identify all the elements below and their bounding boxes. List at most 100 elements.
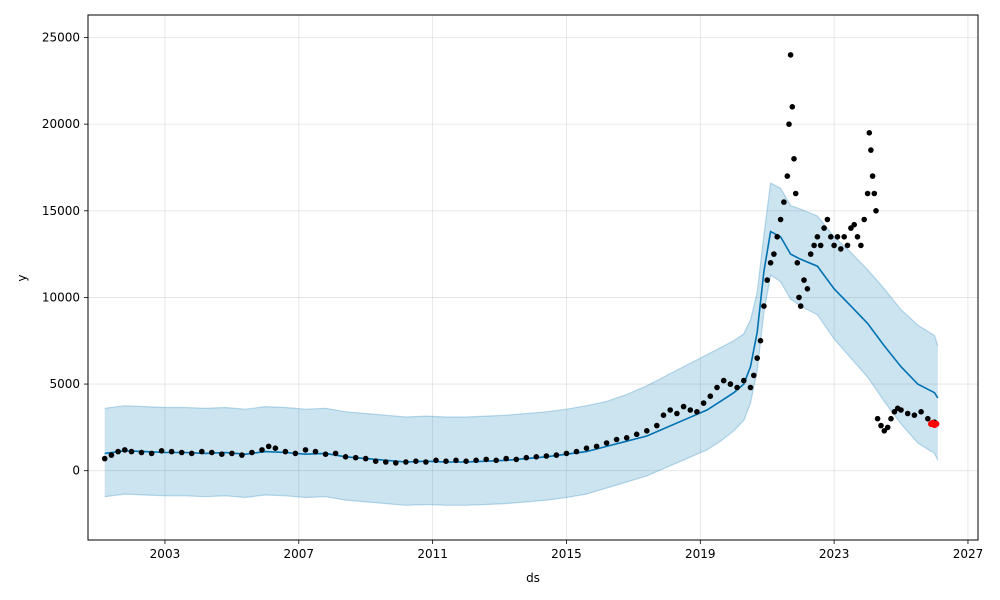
observed-point — [403, 459, 409, 465]
observed-point — [593, 443, 600, 450]
observed-point — [493, 457, 500, 464]
y-tick-label: 20000 — [42, 117, 80, 131]
y-tick-label: 5000 — [49, 377, 80, 391]
observed-point — [674, 410, 680, 417]
observed-point — [209, 449, 215, 456]
observed-point — [761, 303, 767, 309]
observed-point — [871, 190, 878, 197]
observed-point — [553, 452, 560, 458]
observed-point — [613, 436, 620, 443]
observed-point — [383, 459, 389, 465]
observed-point — [122, 447, 128, 453]
observed-point — [858, 242, 864, 249]
observed-point — [868, 147, 874, 153]
observed-point — [786, 121, 792, 127]
observed-point — [784, 173, 791, 179]
observed-point — [443, 458, 449, 465]
observed-point — [884, 424, 891, 431]
observed-point — [680, 403, 687, 410]
observed-point — [794, 260, 801, 266]
observed-point — [473, 457, 479, 464]
observed-point — [774, 234, 780, 240]
observed-point — [168, 448, 175, 455]
observed-point — [747, 384, 754, 391]
observed-point — [199, 448, 205, 455]
observed-point — [654, 422, 660, 429]
observed-point — [720, 377, 727, 384]
observed-point — [824, 216, 831, 223]
observed-point — [828, 234, 834, 240]
observed-point — [811, 242, 817, 249]
band-upper-edge — [104, 182, 939, 418]
observed-point — [918, 409, 924, 415]
observed-point — [272, 445, 279, 452]
observed-point — [904, 410, 911, 417]
observed-point — [888, 415, 894, 422]
observed-point — [302, 447, 309, 453]
uncertainty-band — [104, 182, 939, 506]
observed-point — [864, 190, 871, 197]
observed-point — [873, 208, 879, 214]
y-axis-ticks: 0 5000 10000 15000 20000 25000 — [42, 31, 88, 478]
observed-point — [332, 450, 339, 457]
x-axis-label: ds — [526, 571, 540, 585]
observed-point — [423, 459, 429, 465]
observed-point — [633, 431, 640, 438]
uncertainty-band-area — [104, 183, 938, 506]
observed-point — [108, 452, 115, 458]
observed-point — [342, 454, 349, 460]
observed-point — [834, 234, 841, 240]
observed-point — [734, 384, 740, 391]
observed-points-group — [101, 52, 938, 466]
observed-point — [483, 456, 490, 463]
observed-point — [771, 251, 777, 257]
y-tick-label: 15000 — [42, 204, 80, 218]
observed-point — [115, 448, 121, 455]
observed-point — [804, 286, 811, 292]
observed-point — [814, 234, 821, 240]
observed-point — [891, 409, 898, 415]
observed-point — [413, 458, 419, 465]
observed-point — [807, 251, 814, 257]
observed-point — [781, 199, 787, 205]
band-lower-edge — [104, 273, 939, 506]
observed-point — [282, 448, 289, 455]
x-tick-label: 2011 — [417, 547, 448, 561]
observed-point — [523, 454, 530, 461]
observed-point — [138, 449, 145, 456]
observed-point — [727, 381, 734, 387]
observed-point — [898, 407, 904, 413]
y-axis-label: y — [15, 274, 29, 281]
observed-point — [801, 277, 807, 283]
observed-point — [101, 455, 108, 462]
observed-point — [797, 303, 804, 309]
observed-point — [239, 452, 245, 458]
observed-point — [792, 190, 799, 197]
observed-point — [667, 407, 673, 413]
observed-point — [563, 450, 570, 457]
observed-point — [352, 454, 359, 461]
observed-point — [789, 104, 796, 110]
grid-lines — [88, 15, 978, 540]
observed-point — [714, 384, 720, 391]
observed-point — [660, 412, 667, 419]
plot-frame-background — [88, 15, 978, 540]
observed-point — [694, 409, 700, 415]
observed-point — [543, 453, 550, 459]
observed-point — [881, 428, 888, 434]
observed-point — [453, 457, 459, 464]
observed-point — [362, 455, 369, 462]
observed-point — [623, 435, 630, 441]
observed-point — [925, 415, 931, 422]
observed-point — [838, 246, 844, 252]
observed-point — [707, 393, 714, 400]
observed-point — [128, 448, 135, 455]
observed-point — [767, 260, 774, 266]
observed-point — [851, 221, 857, 228]
observed-point — [869, 173, 876, 179]
observed-point — [188, 450, 195, 457]
observed-point — [312, 448, 319, 455]
observed-point — [741, 377, 747, 384]
y-tick-label: 10000 — [42, 290, 80, 304]
observed-point — [754, 355, 760, 361]
